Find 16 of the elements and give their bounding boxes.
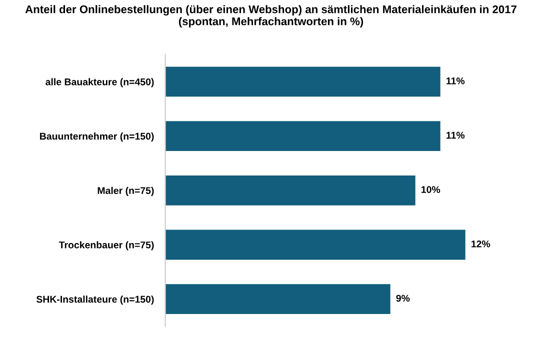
- data-label: 11%: [446, 77, 465, 84]
- data-label: 12%: [472, 240, 490, 248]
- bar: [165, 284, 390, 314]
- bar: [165, 175, 416, 206]
- y-tick-label: Maler (n=75): [98, 186, 154, 196]
- chart-title: Anteil der Onlinebestellungen (über einen Webshop) an sämtlichen Materialeinkäufen in 2017 (spontan, Mehrfachantworten in %): [25, 5, 516, 28]
- y-tick-label: alle Bauakteure (n=450): [46, 78, 154, 88]
- data-label: 11%: [446, 132, 465, 139]
- bar: [165, 66, 440, 97]
- y-tick-label: Bauunternehmer (n=150): [40, 132, 154, 142]
- y-tick-label: SHK-Installateure (n=150): [36, 296, 154, 305]
- bar: [165, 121, 440, 151]
- bar: [165, 230, 466, 260]
- data-label: 10%: [422, 186, 440, 194]
- data-label: 9%: [396, 294, 410, 302]
- y-tick-label: Trockenbauer (n=75): [58, 241, 154, 250]
